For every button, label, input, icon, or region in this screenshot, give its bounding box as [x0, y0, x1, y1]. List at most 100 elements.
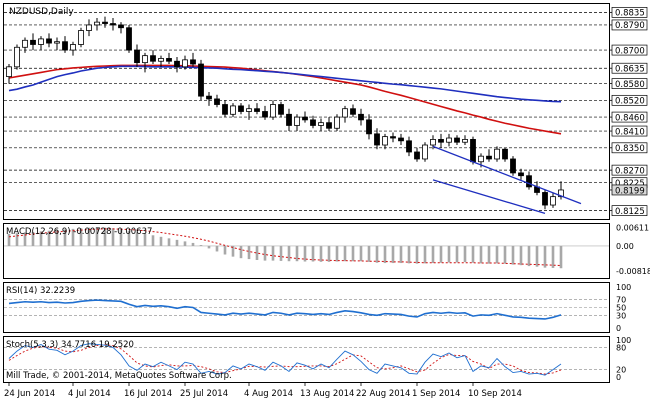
price-label-box: [611, 205, 648, 216]
candle-bear: [102, 21, 108, 24]
macd-histogram-bar: [519, 245, 523, 266]
channel-trendline: [432, 145, 582, 205]
macd-histogram-bar: [559, 245, 563, 269]
candle-bull: [270, 104, 276, 118]
macd-histogram-bar: [479, 245, 483, 264]
stoch-axis-label: 100: [616, 336, 631, 345]
candle-bear: [134, 49, 140, 64]
macd-histogram-bar: [183, 241, 187, 246]
candle-bull: [6, 66, 12, 77]
rsi-title: RSI(14) 32.2239: [6, 286, 75, 296]
macd-histogram-bar: [71, 228, 75, 246]
price-axis-labels: 0.8835 0.8790 0.8700 0.8635 0.8580 0.8520 0.84…: [609, 7, 648, 217]
rsi-panel-frame: [3, 282, 610, 333]
price-tick-label: 0.8580: [615, 80, 645, 90]
candle-bull: [158, 58, 164, 62]
macd-group: 0.00611 0.00 -0.00818: [4, 223, 650, 276]
candle-bear: [262, 111, 268, 118]
candle-bear: [174, 60, 180, 68]
macd-histogram-bar: [383, 245, 387, 264]
candle-bull: [38, 38, 44, 45]
candle-bull: [246, 108, 252, 112]
macd-histogram-bar: [55, 230, 59, 246]
stoch-axis-label: 0: [616, 373, 621, 382]
candle-bear: [110, 23, 116, 26]
macd-histogram-bar: [439, 245, 443, 263]
x-axis-label: 10 Sep 2014: [468, 389, 522, 399]
candle-bear: [398, 137, 404, 142]
x-axis-label: 16 Jul 2014: [124, 389, 172, 399]
ma-fast-line: [8, 65, 562, 103]
candle-bear: [254, 108, 260, 112]
macd-histogram-bar: [471, 245, 475, 263]
macd-histogram-bar: [367, 245, 371, 262]
macd-histogram-bar: [103, 227, 107, 246]
candle-bear: [278, 104, 284, 115]
candle-bear: [46, 38, 52, 44]
macd-histogram-bar: [415, 245, 419, 264]
candle-bear: [190, 59, 196, 65]
candle-bear: [390, 136, 396, 139]
macd-histogram-bar: [15, 233, 19, 246]
macd-histogram-bar: [311, 245, 315, 262]
price-panel-frame: [3, 3, 610, 220]
price-tick-label: 0.8410: [615, 127, 645, 137]
macd-histogram-bar: [375, 245, 379, 263]
macd-histogram-bar: [191, 242, 195, 246]
candle-bull: [294, 116, 300, 126]
macd-histogram-bar: [359, 245, 363, 262]
macd-histogram-bar: [271, 245, 275, 261]
price-tick-label: 0.8125: [615, 207, 645, 217]
macd-histogram-bar: [79, 228, 83, 246]
candle-bull: [494, 148, 500, 160]
macd-histogram-bar: [239, 245, 243, 259]
candle-bull: [14, 46, 20, 68]
macd-histogram-bar: [159, 236, 163, 246]
x-axis-label: 25 Jul 2014: [180, 389, 228, 399]
candle-bull: [430, 139, 436, 146]
macd-histogram-bar: [7, 233, 11, 246]
price-tick-label: 0.8350: [615, 144, 645, 154]
macd-histogram-bar: [95, 227, 99, 246]
candle-bull: [558, 189, 564, 198]
macd-histogram-bar: [543, 245, 547, 268]
price-label-box: [611, 142, 648, 154]
price-tick-label: 0.8790: [615, 21, 645, 31]
candle-bear: [150, 55, 156, 62]
price-label-box: [611, 125, 648, 137]
candle-bear: [214, 98, 220, 105]
candle-bull: [382, 136, 388, 146]
macd-histogram-bar: [423, 245, 427, 264]
macd-histogram-bar: [263, 245, 267, 261]
macd-histogram-bar: [127, 230, 131, 246]
macd-histogram-bar: [119, 229, 123, 246]
macd-histogram-bar: [151, 235, 155, 246]
price-tick-label: 0.8635: [615, 65, 645, 75]
candle-bear: [406, 140, 412, 153]
x-axis-label: 13 Aug 2014: [300, 389, 354, 399]
macd-histogram-bar: [231, 245, 235, 257]
x-axis-label: 24 Jun 2014: [4, 389, 55, 399]
macd-histogram-bar: [207, 245, 211, 249]
candle-bear: [222, 104, 228, 115]
macd-histogram-bar: [223, 245, 227, 255]
current-price-box: [611, 184, 648, 196]
candle-bear: [166, 58, 172, 62]
macd-signal-line: [8, 228, 562, 266]
price-tick-label: 0.8460: [615, 113, 645, 123]
candle-bear: [326, 122, 332, 129]
macd-histogram-bar: [335, 245, 339, 262]
stoch-k-line: [8, 343, 562, 376]
candle-bear: [470, 139, 476, 163]
candle-bear: [350, 108, 356, 115]
price-label-box: [611, 62, 648, 74]
candle-bull: [478, 155, 484, 163]
macd-histogram-bar: [511, 245, 515, 265]
candle-bull: [94, 21, 100, 26]
price-tick-label: 0.8520: [615, 97, 645, 107]
candle-bear: [502, 148, 508, 160]
price-label-box: [611, 164, 648, 176]
